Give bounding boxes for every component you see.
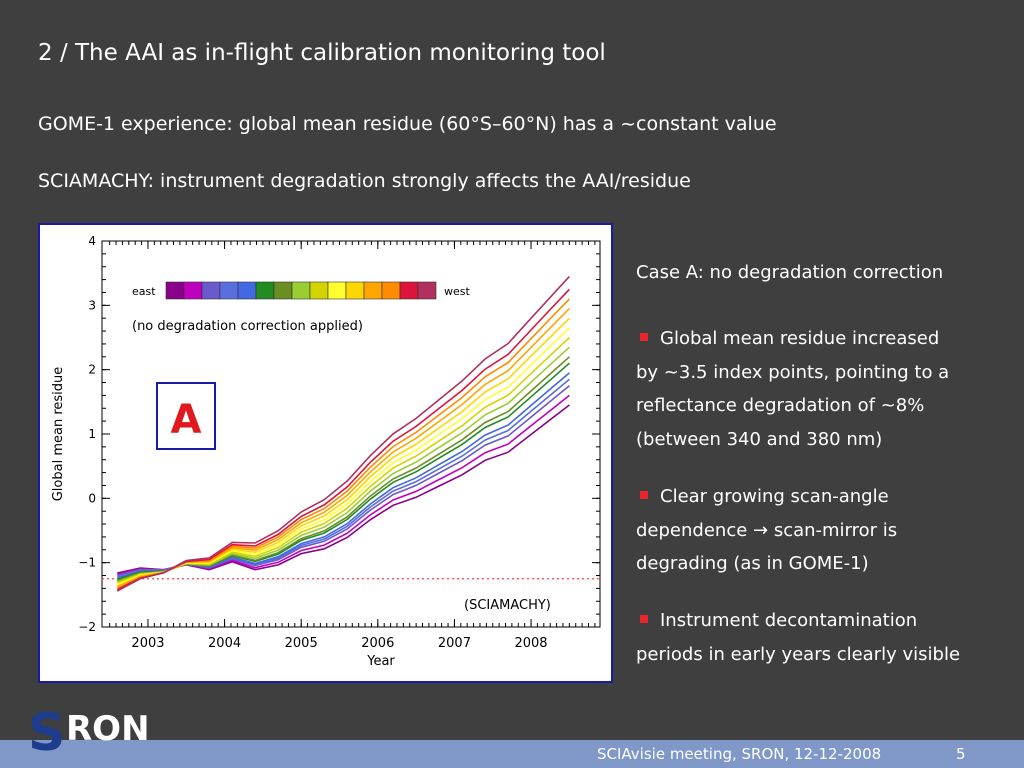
page-number: 5: [956, 745, 966, 763]
legend-swatch: [183, 281, 203, 300]
legend-swatch: [255, 281, 275, 300]
legend-swatch: [201, 281, 221, 300]
y-tick-label: −2: [78, 620, 96, 634]
x-tick-label: 2006: [361, 636, 394, 651]
legend-swatch: [327, 281, 347, 300]
footer-text: SCIAvisie meeting, SRON, 12-12-2008: [597, 745, 882, 763]
bullet-1-line1: Global mean residue increased: [660, 328, 940, 349]
legend-swatch: [417, 281, 437, 300]
x-tick-label: 2003: [131, 636, 164, 651]
x-tick-label: 2008: [514, 636, 547, 651]
x-tick-label: 2004: [208, 636, 241, 651]
x-tick-label: 2007: [438, 636, 471, 651]
bullet-marker: [640, 615, 648, 623]
legend-swatch: [309, 281, 329, 300]
y-axis-label: Global mean residue: [51, 367, 66, 502]
y-tick-label: 2: [88, 363, 96, 377]
bullet-1-line4: (between 340 and 380 nm): [636, 428, 883, 450]
legend-swatch: [237, 281, 257, 300]
svg-text:S: S: [28, 703, 65, 756]
x-axis-label: Year: [366, 654, 395, 669]
bullet-marker: [640, 333, 648, 341]
slide-title: 2 / The AAI as in-flight calibration mon…: [38, 40, 606, 66]
sciamachy-note: SCIAMACHY: instrument degradation strong…: [38, 170, 691, 192]
legend-swatch: [399, 281, 419, 300]
y-tick-label: 3: [88, 298, 96, 312]
legend-swatch: [273, 281, 293, 300]
bullet-2: Clear growing scan-angle dependence → sc…: [636, 480, 1006, 581]
svg-text:RON: RON: [66, 709, 150, 749]
y-tick-label: 4: [88, 234, 96, 248]
chart-svg: 4 3 2 1 0 −1 −2 2003 2004 2005 2006 2007 2008 Year Glo…: [51, 234, 601, 669]
footer-bar: [0, 740, 1024, 768]
residue-chart: 4 3 2 1 0 −1 −2 2003 2004 2005 2006 2007 2008 Year Glo…: [38, 223, 613, 683]
sron-logo: S RON: [28, 703, 150, 756]
gome-note: GOME-1 experience: global mean residue (…: [38, 113, 777, 135]
bullet-3-line1: Instrument decontamination: [660, 610, 918, 631]
legend-swatch: [291, 281, 311, 300]
series-line: [116, 288, 570, 591]
bullet-1-line3: reflectance degradation of ~8%: [636, 395, 925, 416]
bullet-2-line2: dependence → scan-mirror is: [636, 519, 898, 541]
y-tick-label: 1: [88, 427, 96, 441]
bullet-2-line3: degrading (as in GOME-1): [636, 553, 869, 574]
legend-swatch: [165, 281, 185, 300]
legend-swatch: [345, 281, 365, 300]
chart-annotation: (no degradation correction applied): [132, 319, 363, 334]
bullet-marker: [640, 491, 648, 499]
bullet-3-line2: periods in early years clearly visible: [636, 643, 961, 665]
case-label-box: [156, 382, 216, 450]
legend-swatch: [381, 281, 401, 300]
legend-swatch: [363, 281, 383, 300]
series-line: [116, 275, 570, 592]
case-label: A: [171, 397, 202, 443]
y-tick-label: −1: [78, 556, 96, 570]
bullet-1-line2: by ~3.5 index points, pointing to a: [636, 361, 950, 383]
instrument-label: (SCIAMACHY): [464, 598, 551, 613]
bullet-1: Global mean residue increased by ~3.5 in…: [636, 322, 1006, 456]
y-tick-label: 0: [88, 491, 96, 505]
legend-west-label: west: [444, 285, 470, 298]
bullet-2-line1: Clear growing scan-angle: [660, 486, 889, 507]
legend-swatch: [219, 281, 239, 300]
bullet-3: Instrument decontamination periods in ea…: [636, 604, 1006, 671]
x-tick-label: 2005: [285, 636, 318, 651]
case-heading: Case A: no degradation correction: [636, 262, 944, 283]
legend-east-label: east: [132, 285, 156, 298]
